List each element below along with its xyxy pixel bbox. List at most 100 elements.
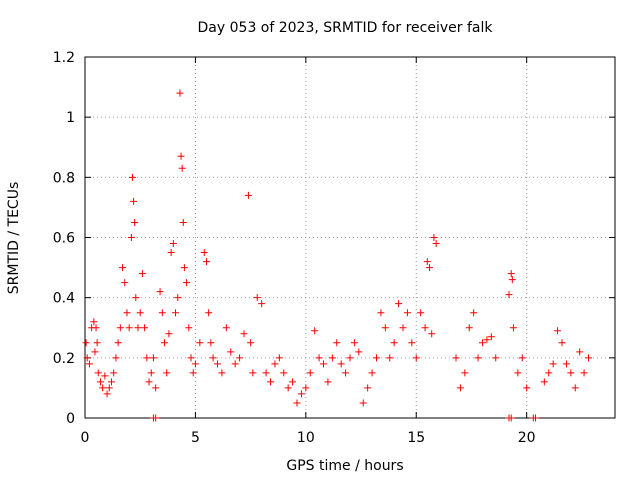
data-point	[507, 270, 515, 278]
data-point	[138, 270, 146, 278]
y-tick-label: 0.4	[53, 291, 75, 307]
data-point	[474, 354, 482, 362]
data-point	[169, 240, 177, 248]
data-point	[240, 330, 248, 338]
data-point	[180, 264, 188, 272]
data-point	[562, 360, 570, 368]
data-point	[112, 354, 120, 362]
data-point	[456, 384, 464, 392]
data-point	[103, 390, 111, 398]
data-point	[152, 414, 160, 422]
data-point	[337, 360, 345, 368]
data-point	[508, 276, 516, 284]
y-axis-label: SRMTID / TECUs	[6, 182, 22, 295]
data-point	[275, 354, 283, 362]
x-tick-label: 5	[191, 430, 200, 446]
data-point	[200, 249, 208, 257]
data-point	[487, 333, 495, 341]
data-point	[236, 354, 244, 362]
data-point	[96, 378, 104, 386]
data-point	[244, 191, 252, 199]
data-point	[178, 164, 186, 172]
data-point	[280, 369, 288, 377]
data-point	[470, 309, 478, 317]
data-point	[114, 339, 122, 347]
data-point	[174, 294, 182, 302]
data-point	[417, 309, 425, 317]
grid-lines	[85, 57, 615, 418]
data-point	[130, 197, 138, 205]
data-point	[121, 279, 129, 287]
data-point	[545, 369, 553, 377]
data-point	[249, 369, 257, 377]
y-axis: 0 0.2 0.4 0.6 0.8 1 1.2	[53, 50, 615, 427]
data-point	[161, 339, 168, 347]
data-point	[262, 369, 270, 377]
data-point	[509, 324, 517, 332]
data-point	[127, 234, 135, 241]
data-point	[167, 249, 175, 257]
data-point	[183, 279, 191, 287]
data-point	[108, 378, 115, 386]
data-point	[403, 309, 411, 317]
data-point	[567, 369, 575, 377]
data-point	[205, 309, 213, 317]
data-point	[359, 399, 367, 407]
data-points	[82, 89, 592, 422]
data-point	[333, 339, 341, 347]
data-point	[479, 339, 486, 347]
data-point	[196, 339, 204, 347]
data-point	[306, 369, 314, 377]
x-tick-label: 15	[407, 430, 425, 446]
data-point	[558, 339, 566, 347]
data-point	[355, 348, 363, 356]
data-point	[82, 339, 90, 347]
data-point	[156, 288, 164, 296]
x-tick-label: 0	[81, 430, 90, 446]
data-point	[324, 378, 332, 386]
data-point	[549, 360, 557, 368]
data-point	[428, 330, 436, 338]
data-point	[163, 369, 171, 377]
y-tick-label: 0.2	[53, 351, 75, 367]
chart-title: Day 053 of 2023, SRMTID for receiver fal…	[198, 20, 494, 36]
data-point	[320, 360, 327, 368]
data-point	[461, 369, 469, 377]
data-point	[368, 369, 376, 377]
data-point	[386, 354, 394, 362]
data-point	[134, 324, 142, 332]
data-point	[125, 324, 133, 332]
data-point	[227, 348, 235, 356]
data-point	[346, 354, 354, 362]
data-point	[465, 324, 473, 332]
data-point	[222, 324, 230, 332]
data-point	[426, 264, 433, 272]
data-point	[85, 360, 93, 368]
data-point	[505, 291, 513, 299]
x-axis-label: GPS time / hours	[286, 458, 403, 474]
data-point	[342, 369, 350, 377]
data-point	[147, 369, 155, 377]
data-point	[432, 240, 440, 248]
data-point	[412, 354, 420, 362]
y-tick-label: 0.6	[53, 231, 75, 247]
data-point	[297, 390, 305, 398]
data-point	[185, 324, 193, 332]
data-point	[207, 339, 215, 347]
data-point	[514, 369, 522, 377]
data-point	[580, 369, 588, 377]
x-axis: 0 5 10 15 20	[81, 57, 536, 446]
data-point	[350, 339, 358, 347]
data-point	[105, 384, 113, 392]
data-point	[94, 369, 102, 377]
data-point	[293, 399, 301, 407]
data-point	[423, 258, 431, 266]
y-tick-label: 0.8	[53, 170, 75, 186]
data-point	[101, 372, 109, 380]
data-point	[231, 360, 239, 368]
data-point	[302, 384, 310, 392]
data-point	[123, 309, 131, 317]
data-point	[187, 354, 195, 362]
data-point	[395, 300, 403, 308]
data-point	[258, 300, 266, 308]
